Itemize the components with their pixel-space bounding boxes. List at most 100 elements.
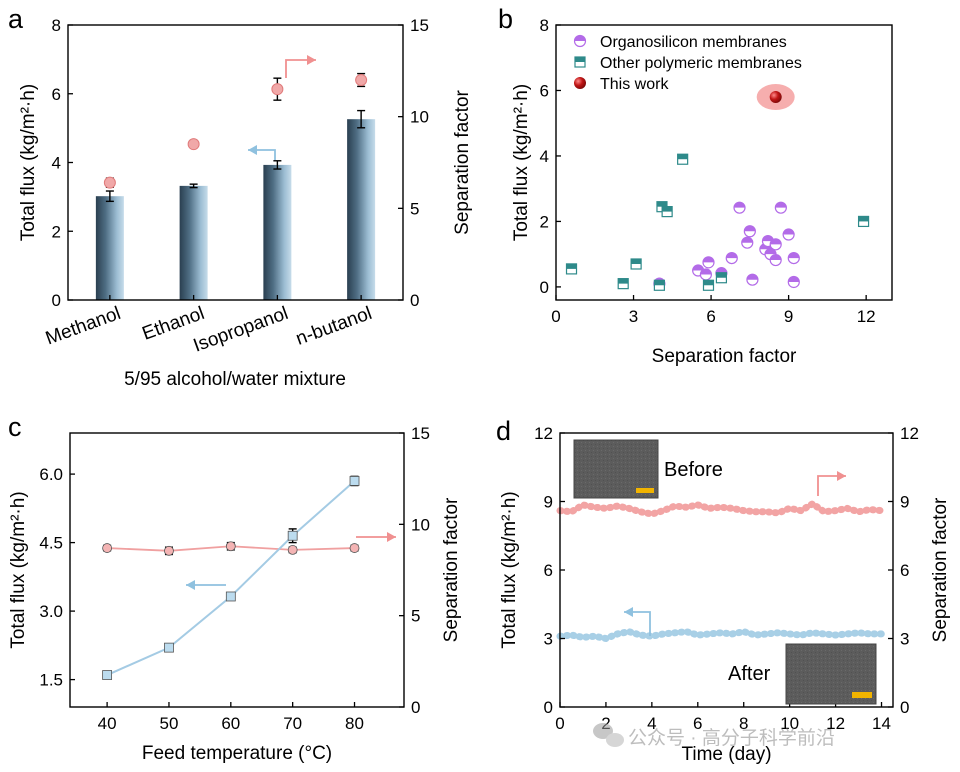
y2-tick-label: 0 bbox=[411, 698, 420, 717]
y-tick-label: 6 bbox=[544, 561, 553, 580]
panel-c: 1.5 3.0 4.5 6.0 0 5 10 15 40 50 60 70 80 Total flux (… bbox=[8, 424, 462, 764]
y-tick-label: 6 bbox=[52, 85, 61, 104]
y2-tick-label: 5 bbox=[410, 199, 419, 218]
arrow-right-head bbox=[307, 55, 316, 65]
bar-n-butanol bbox=[347, 119, 376, 300]
legend-this-work-marker bbox=[574, 77, 586, 89]
axes-frame bbox=[555, 24, 893, 301]
flux-point bbox=[164, 642, 174, 653]
this-work-point bbox=[769, 91, 782, 104]
polymeric-point-fill bbox=[677, 154, 688, 160]
organosilicon-point-fill bbox=[770, 238, 782, 245]
x-tick-label: 4 bbox=[647, 714, 656, 733]
legend-this-work-label: This work bbox=[600, 76, 669, 93]
y-tick-label: 3 bbox=[544, 630, 553, 649]
x-tick-label: 40 bbox=[98, 714, 117, 733]
y-tick-label: 6.0 bbox=[39, 465, 63, 484]
x-axis-label: Time (day) bbox=[681, 744, 771, 765]
y2-tick-label: 3 bbox=[900, 630, 909, 649]
panel-label-c: c bbox=[8, 412, 22, 442]
y-tick-label: 0 bbox=[52, 291, 61, 310]
polymeric-point-fill bbox=[618, 278, 629, 284]
organosilicon-point-fill bbox=[715, 267, 727, 274]
x-tick-label: 80 bbox=[345, 714, 364, 733]
legend-polymeric-marker-fill bbox=[575, 57, 585, 62]
sf-point bbox=[287, 545, 298, 555]
y-axis-label: Total flux (kg/m²·h) bbox=[511, 84, 532, 241]
arrow-right-head bbox=[837, 471, 846, 481]
sf-point bbox=[355, 74, 368, 86]
organosilicon-point-fill bbox=[734, 202, 746, 208]
y2-tick-label: 15 bbox=[411, 424, 430, 443]
sem-image-before bbox=[573, 439, 659, 499]
watermark-text: 公众号 · 高分子科学前沿 bbox=[628, 727, 835, 749]
x-tick-label: 6 bbox=[706, 307, 715, 326]
y2-tick-label: 10 bbox=[411, 515, 430, 534]
legend-organosilicon-marker-fill bbox=[574, 35, 586, 41]
y2-axis-label: Separation factor bbox=[930, 497, 951, 642]
organosilicon-point-fill bbox=[746, 274, 758, 280]
inset-before: Before bbox=[573, 439, 723, 499]
polymeric-point-fill bbox=[566, 263, 577, 269]
flux-point bbox=[349, 476, 360, 486]
x-tick-label: 12 bbox=[857, 307, 876, 326]
y-axis-label: Total flux (kg/m²·h) bbox=[18, 84, 39, 241]
inset-before-label: Before bbox=[664, 459, 723, 481]
y2-tick-label: 0 bbox=[900, 698, 909, 717]
x-axis-label: 5/95 alcohol/water mixture bbox=[124, 369, 346, 390]
x-axis-label: Separation factor bbox=[652, 346, 797, 367]
panel-b: 0 2 4 6 8 0 3 6 9 12 Total flux (kg/m²·h) Separatio… bbox=[511, 16, 893, 367]
y-tick-label: 0 bbox=[544, 698, 553, 717]
sf-point bbox=[164, 545, 174, 556]
y-axis-label: Total flux (kg/m²·h) bbox=[8, 491, 29, 648]
legend-polymeric-label: Other polymeric membranes bbox=[600, 55, 802, 72]
polymeric-point-fill bbox=[656, 201, 667, 207]
y-tick-label: 6 bbox=[540, 81, 549, 100]
organosilicon-point-fill bbox=[765, 248, 777, 255]
organosilicon-point-fill bbox=[702, 256, 714, 263]
y2-tick-label: 15 bbox=[410, 16, 429, 35]
polymeric-point-fill bbox=[631, 258, 642, 264]
y-tick-label: 0 bbox=[540, 278, 549, 297]
x-tick-label: 6 bbox=[693, 714, 702, 733]
inset-after-label: After bbox=[728, 663, 771, 685]
y2-axis-label: Separation factor bbox=[452, 89, 473, 234]
x-tick-label: 0 bbox=[551, 307, 560, 326]
bar-isopropanol bbox=[263, 164, 292, 300]
legend: Organosilicon membranes Other polymeric m… bbox=[573, 34, 802, 93]
x-tick-label: 9 bbox=[784, 307, 793, 326]
flux-line bbox=[106, 480, 356, 676]
sf-point bbox=[102, 543, 113, 553]
x-tick-label: 0 bbox=[555, 714, 564, 733]
organosilicon-point-fill bbox=[788, 276, 800, 282]
arrow-right-head bbox=[387, 532, 396, 542]
scale-bar-before bbox=[636, 488, 654, 493]
organosilicon-point-fill bbox=[762, 235, 774, 242]
x-tick-label: 10 bbox=[780, 714, 799, 733]
y-axis-label: Total flux (kg/m²·h) bbox=[499, 491, 520, 648]
polymeric-point-fill bbox=[654, 280, 665, 286]
organosilicon-point-fill bbox=[741, 237, 753, 243]
y2-tick-label: 9 bbox=[900, 493, 909, 512]
organosilicon-point-fill bbox=[700, 268, 712, 275]
y-tick-label: 4 bbox=[52, 154, 61, 173]
flux-point bbox=[287, 530, 298, 541]
y-tick-label: 12 bbox=[534, 424, 553, 443]
polymeric-point-fill bbox=[703, 280, 714, 286]
y-tick-label: 2 bbox=[52, 222, 61, 241]
y2-tick-label: 0 bbox=[410, 291, 419, 310]
x-tick-label: 12 bbox=[826, 714, 845, 733]
flux-line bbox=[559, 630, 882, 640]
panel-label-a: a bbox=[8, 4, 24, 34]
organosilicon-point-fill bbox=[775, 202, 787, 208]
y2-axis-label: Separation factor bbox=[441, 497, 462, 642]
y-tick-label: 4 bbox=[540, 147, 549, 166]
x-tick-label: 14 bbox=[872, 714, 891, 733]
watermark: 公众号 · 高分子科学前沿 bbox=[593, 723, 835, 749]
bar-methanol bbox=[95, 196, 124, 300]
organosilicon-point-fill bbox=[692, 265, 704, 271]
y-tick-label: 1.5 bbox=[39, 671, 63, 690]
y-tick-label: 3.0 bbox=[39, 602, 63, 621]
